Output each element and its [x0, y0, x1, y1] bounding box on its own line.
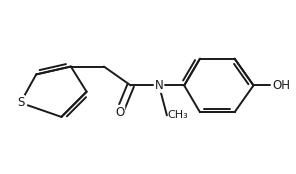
Text: S: S	[17, 96, 24, 109]
Text: OH: OH	[272, 79, 290, 92]
Text: N: N	[155, 79, 163, 92]
Text: O: O	[115, 106, 124, 119]
Text: CH₃: CH₃	[168, 110, 188, 120]
